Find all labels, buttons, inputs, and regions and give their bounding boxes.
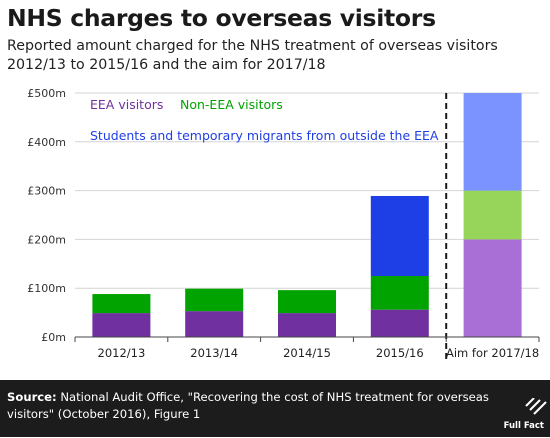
source-text: National Audit Office, "Recovering the c… xyxy=(7,390,489,421)
gridlines xyxy=(75,92,539,289)
bar-eea xyxy=(185,311,244,337)
bar-eea xyxy=(463,239,522,337)
bar-non_eea xyxy=(92,294,151,314)
y-axis-labels: £0m £100m £200m £300m £400m £500m xyxy=(27,87,66,344)
chart-subtitle: Reported amount charged for the NHS trea… xyxy=(7,38,498,73)
y-tick-label: £100m xyxy=(27,282,66,295)
chart-title: NHS charges to overseas visitors xyxy=(7,4,436,32)
x-tick-label: 2012/13 xyxy=(98,346,146,360)
chart: £0m £100m £200m £300m £400m £500m 2012/13 2013… xyxy=(27,87,540,361)
y-tick-label: £300m xyxy=(27,185,66,198)
bar-non_eea xyxy=(185,288,244,312)
x-tick-label: Aim for 2017/18 xyxy=(446,346,539,360)
logo-mark-icon xyxy=(525,397,547,415)
y-tick-label: £200m xyxy=(27,233,66,246)
series-label-eea: EEA visitors xyxy=(90,97,163,112)
bar-eea xyxy=(278,313,336,337)
x-tick-label: 2014/15 xyxy=(283,346,331,360)
bar-students xyxy=(370,195,429,276)
full-fact-logo: Full Fact xyxy=(492,397,548,434)
bar-eea xyxy=(92,313,151,337)
logo-text: Full Fact xyxy=(503,421,544,431)
x-tick-label: 2015/16 xyxy=(376,346,424,360)
bar-non_eea xyxy=(370,276,429,310)
bar-non_eea xyxy=(463,190,522,240)
bar-non_eea xyxy=(278,290,336,314)
x-axis-labels: 2012/13 2013/14 2014/15 2015/16 Aim for 2017… xyxy=(98,346,540,360)
bars xyxy=(92,93,522,337)
series-label-students: Students and temporary migrants from out… xyxy=(90,128,439,143)
x-tick-label: 2013/14 xyxy=(190,346,238,360)
y-tick-label: £500m xyxy=(27,87,66,100)
x-axis-ticks xyxy=(74,337,540,342)
series-label-non-eea: Non-EEA visitors xyxy=(180,97,283,112)
y-tick-label: £0m xyxy=(41,331,66,344)
y-tick-label: £400m xyxy=(27,136,66,149)
source-label: Source: xyxy=(7,390,57,404)
footer: Source: National Audit Office, "Recoveri… xyxy=(0,380,550,437)
bar-eea xyxy=(370,309,429,337)
source-note: Source: National Audit Office, "Recoveri… xyxy=(7,389,495,423)
bar-students xyxy=(463,93,522,191)
